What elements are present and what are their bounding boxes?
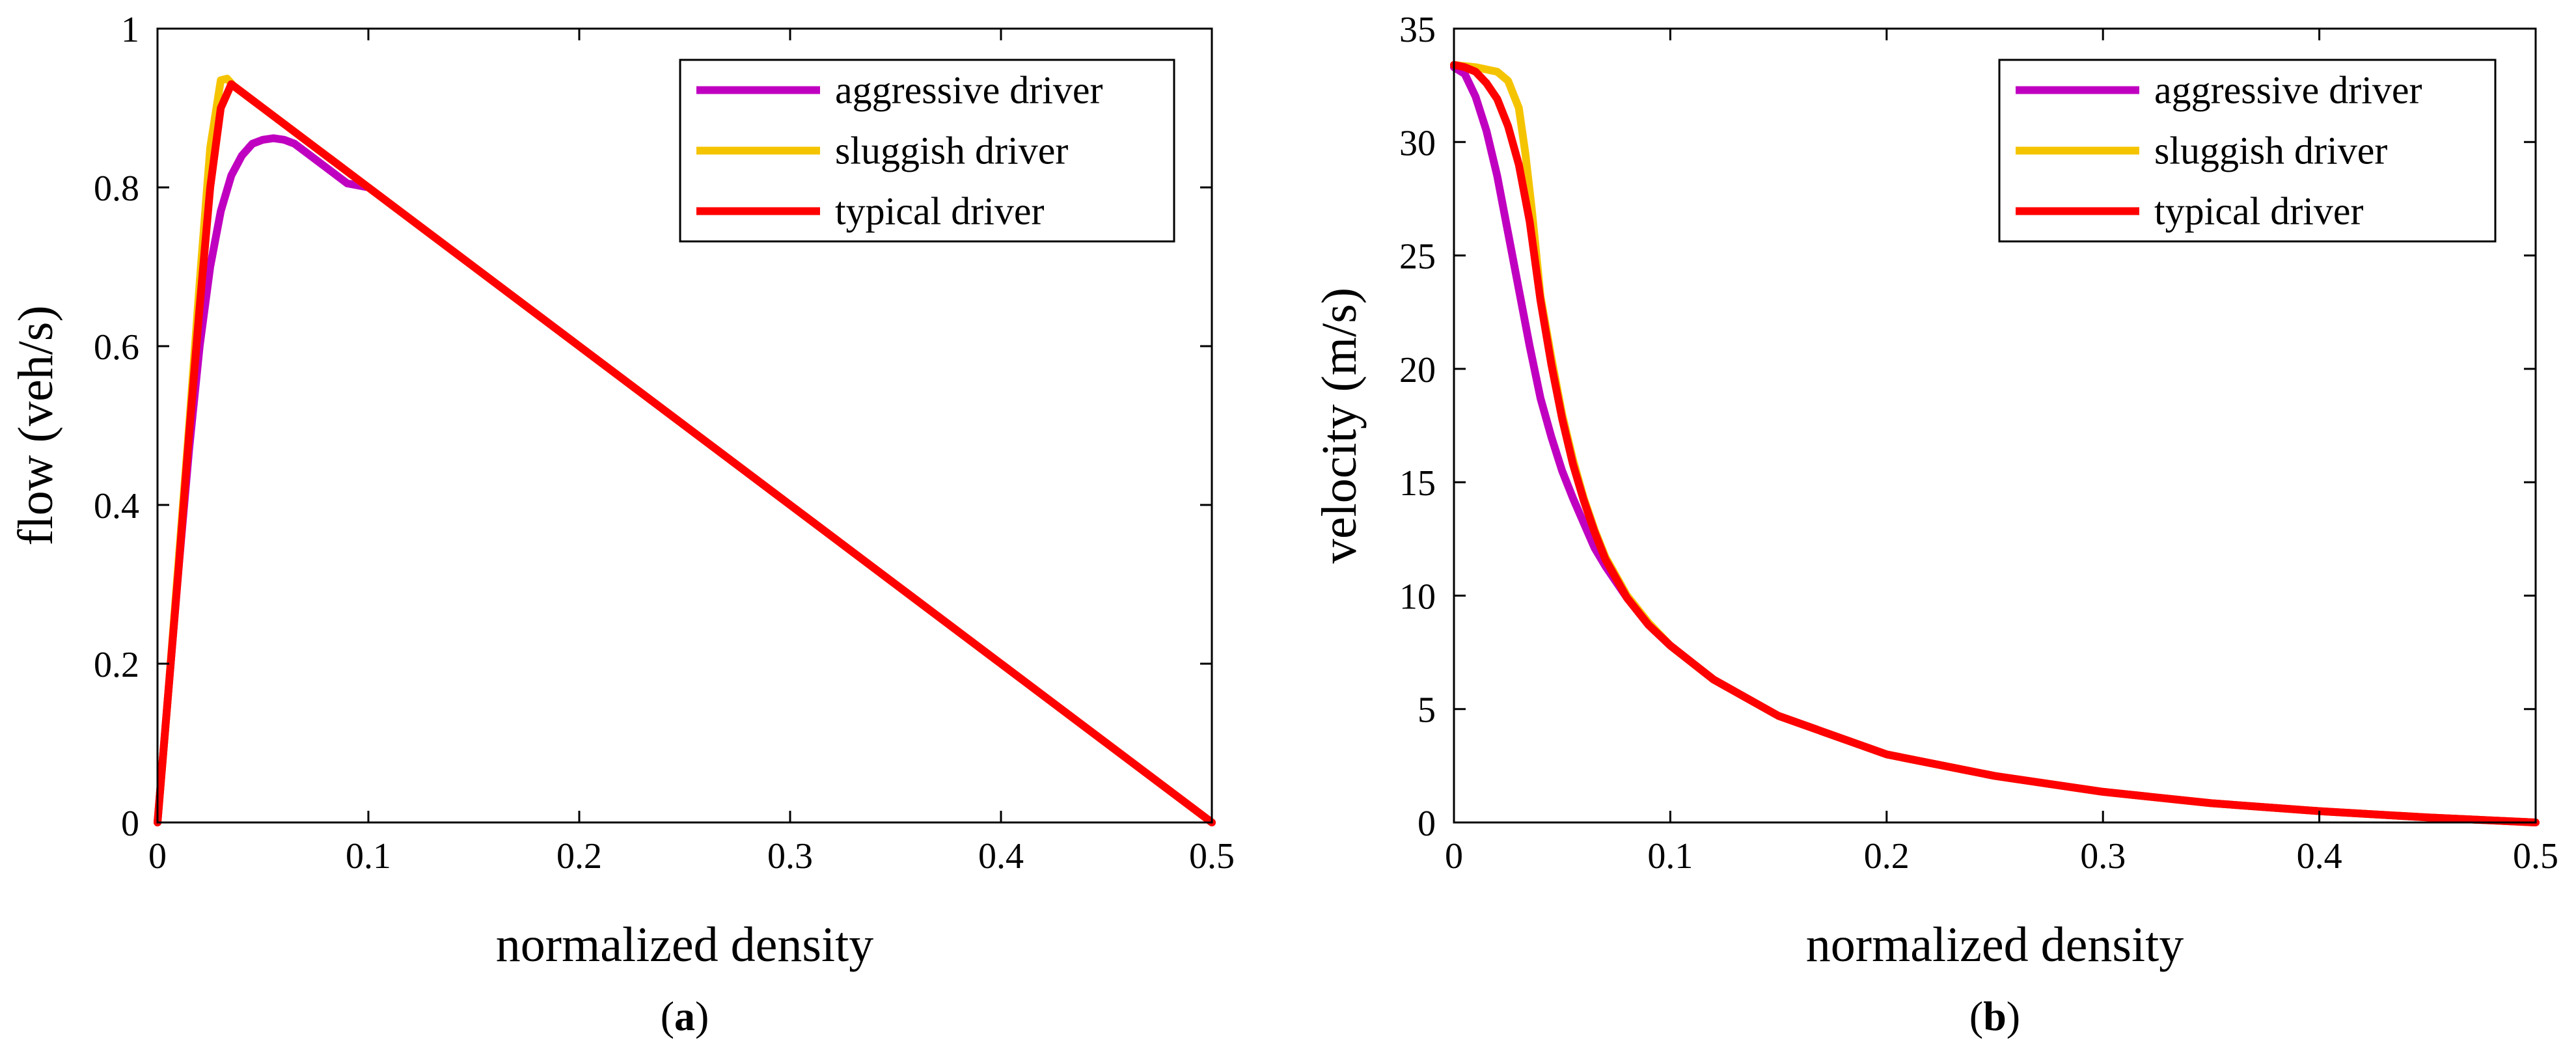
legend-label: typical driver	[835, 190, 1045, 233]
y-tick-label: 0.4	[94, 486, 139, 526]
legend: aggressive driver sluggish driver typical …	[1998, 59, 2497, 243]
legend-label: aggressive driver	[835, 69, 1103, 112]
x-axis-label: normalized density	[1806, 917, 2184, 972]
series-line	[154, 80, 1216, 826]
y-tick-label: 25	[1399, 237, 1436, 277]
y-tick-label: 15	[1399, 463, 1436, 504]
y-tick-label: 5	[1418, 690, 1436, 731]
x-tick-label: 0.5	[2513, 836, 2558, 876]
legend-label: aggressive driver	[2154, 69, 2422, 112]
x-tick-label: 0.1	[1647, 836, 1693, 876]
y-axis-label: velocity (m/s)	[1312, 288, 1367, 563]
plot-frame	[156, 27, 1213, 824]
y-tick-label: 0.6	[94, 327, 139, 368]
y-tick-label: 1	[121, 10, 139, 50]
x-tick-label: 0.2	[556, 836, 602, 876]
y-tick-label: 0.2	[94, 645, 139, 685]
y-tick-label: 0	[1418, 804, 1436, 844]
legend-label: typical driver	[2154, 190, 2364, 233]
y-axis-label: flow (veh/s)	[8, 305, 63, 545]
x-tick-label: 0	[1445, 836, 1463, 876]
legend: aggressive driver sluggish driver typical …	[679, 59, 1175, 243]
y-tick-label: 30	[1399, 123, 1436, 163]
x-tick-label: 0.2	[1864, 836, 1910, 876]
x-tick-label: 0.4	[978, 836, 1024, 876]
series-line	[1450, 61, 2540, 826]
panel-label: (b)	[1969, 993, 2020, 1039]
panel-label: (a)	[661, 993, 709, 1039]
plot-frame	[1453, 27, 2537, 824]
y-tick-label: 10	[1399, 577, 1436, 617]
y-tick-label: 35	[1399, 10, 1436, 50]
x-tick-label: 0.3	[767, 836, 813, 876]
x-tick-label: 0.4	[2297, 836, 2342, 876]
y-tick-label: 0	[121, 804, 139, 844]
x-tick-label: 0	[148, 836, 167, 876]
legend-label: sluggish driver	[835, 129, 1068, 172]
chart-a: 0 0.1 0.2 0.3 0.4 0.5 0 0.2 0.4 0.6 0.8 1 normalized…	[8, 10, 1235, 1039]
y-tick-label: 0.8	[94, 169, 139, 209]
y-tick-label: 20	[1399, 350, 1436, 390]
x-tick-label: 0.1	[346, 836, 391, 876]
chart-b: 0 0.1 0.2 0.3 0.4 0.5 0 5 10 15 20 25 30 35 normalized…	[1312, 10, 2558, 1039]
x-tick-label: 0.5	[1189, 836, 1235, 876]
x-tick-label: 0.3	[2080, 836, 2126, 876]
x-axis-label: normalized density	[496, 917, 873, 972]
legend-label: sluggish driver	[2154, 129, 2387, 172]
